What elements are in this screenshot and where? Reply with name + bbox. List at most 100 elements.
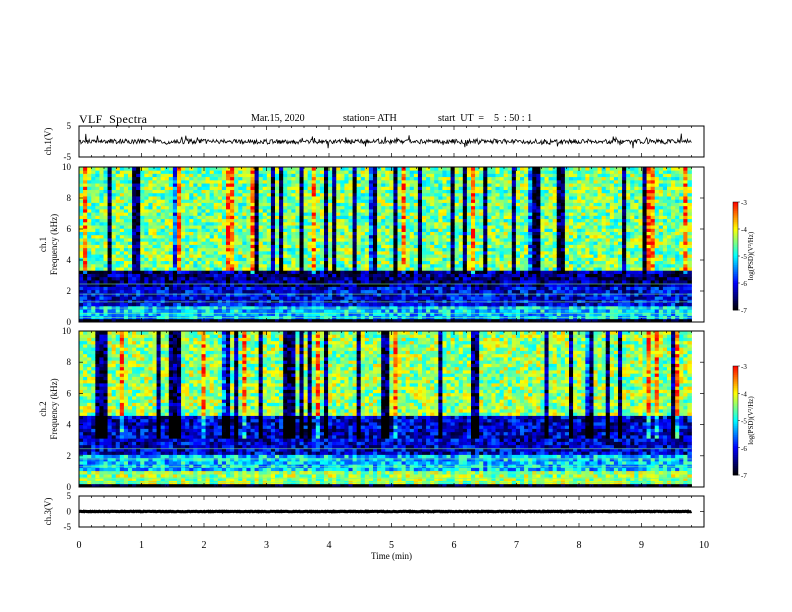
spectrogram-cell [144,192,149,197]
spectrogram-cell [311,280,317,284]
spectrogram-cell [328,225,333,229]
spectrogram-cell [401,225,407,229]
spectrogram-cell [226,299,231,304]
spectrogram-cell [397,196,402,200]
spectrogram-cell [140,250,145,255]
spectrogram-cell [295,218,300,223]
spectrogram-cell [197,189,202,194]
spectrogram-cell [119,228,125,232]
spectrogram-cell [99,167,104,171]
spectrogram-cell [340,302,345,307]
spectrogram-cell [385,302,390,307]
spectrogram-cell [164,292,170,297]
spectrogram-cell [217,257,223,262]
spectrogram-cell [360,276,366,281]
spectrogram-cell [123,215,129,220]
spectrogram-cell [132,208,137,213]
spectrogram-cell [397,286,402,291]
spectrogram-cell [409,183,415,187]
spectrogram-cell [95,179,100,184]
spectrogram-cell [79,247,84,252]
spectrogram-cell [458,186,464,191]
spectrogram-cell [209,215,215,220]
spectrogram-cell [123,238,129,242]
spectrogram-cell [348,280,353,284]
spectrogram-cell [405,257,411,262]
spectrogram-cell [413,241,419,245]
spectrogram-cell [103,241,108,245]
spectrogram-cell [454,199,460,203]
spectrogram-cell [148,312,153,316]
spectrogram-cell [356,318,362,323]
spectrogram-cell [221,231,227,236]
spectrogram-cell [438,199,443,203]
spectrogram-cell [462,309,468,313]
spectrogram-cell [291,302,296,307]
spectrogram-cell [156,199,162,203]
spectrogram-cell [83,212,88,216]
spectrogram-cell [364,280,370,284]
spectrogram-cell [303,247,309,252]
spectrogram-cell [385,273,390,278]
spectrogram-cell [438,212,443,216]
spectrogram-cell [397,267,402,271]
spectrogram-cell [475,241,480,245]
spectrogram-cell [103,215,108,220]
spectrogram-cell [193,170,198,174]
spectrogram-cell [356,208,362,213]
spectrogram-cell [466,228,472,232]
spectrogram-cell [426,257,431,262]
spectrogram-cell [462,257,468,262]
spectrogram-cell [128,309,133,313]
spectrogram-cell [250,167,255,171]
spectrogram-cell [79,205,84,210]
spectrogram-cell [201,176,206,181]
spectrogram-cell [442,215,447,220]
spectrogram-cell [389,263,394,268]
spectrogram-cell [446,250,451,255]
spectrogram-cell [401,215,407,220]
spectrogram-cell [115,270,121,274]
spectrogram-cell [181,267,186,271]
spectrogram-cell [352,212,358,216]
spectrogram-cell [475,183,480,187]
spectrogram-cell [148,231,153,236]
spectrogram-cell [475,231,480,236]
spectrogram-cell [466,176,472,181]
spectrogram-cell [377,302,382,307]
spectrogram-cell [242,257,247,262]
spectrogram-cell [185,286,190,291]
spectrogram-cell [446,296,451,300]
spectrogram-cell [87,221,92,226]
spectrogram-cell [360,286,366,291]
spectrogram-cell [250,186,255,191]
spectrogram-cell [340,318,345,323]
spectrogram-cell [373,238,378,242]
spectrogram-cell [168,189,174,194]
spectrogram-cell [450,273,456,278]
spectrogram-cell [344,186,349,191]
spectrogram-cell [242,267,247,271]
spectrogram-cell [132,234,137,239]
spectrogram-cell [177,273,182,278]
spectrogram-cell [270,179,276,184]
spectrogram-cell [266,283,272,287]
spectrogram-cell [319,302,325,307]
spectrogram-cell [348,250,353,255]
spectrogram-cell [454,208,460,213]
spectrogram-cell [168,257,174,262]
spectrogram-cell [250,318,255,323]
spectrogram-cell [295,318,300,323]
spectrogram-cell [156,196,162,200]
spectrogram-cell [405,260,411,265]
spectrogram-cell [409,205,415,210]
spectrogram-cell [287,215,292,220]
spectrogram-cell [389,192,394,197]
spectrogram-cell [458,225,464,229]
spectrogram-cell [181,238,186,242]
spectrogram-cell [405,244,411,249]
spectrogram-cell [189,299,194,304]
spectrogram-cell [132,292,137,297]
spectrogram-cell [291,283,296,287]
spectrogram-cell [340,199,345,203]
